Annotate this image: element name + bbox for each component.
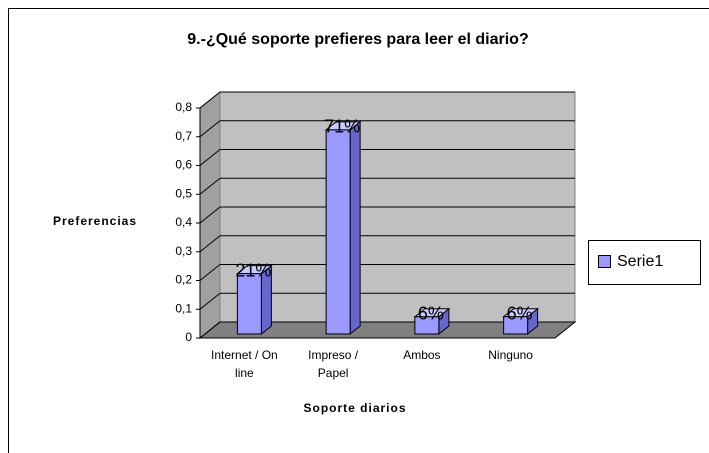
y-tick-label: 0,5: [175, 186, 192, 200]
x-tick-label: Ambos: [403, 348, 441, 362]
bar: [503, 316, 529, 335]
y-tick-label: 0,1: [175, 301, 192, 315]
y-tick-label: 0,2: [175, 273, 192, 287]
y-tick-label: 0,3: [175, 244, 192, 258]
y-tick-label: 0,6: [175, 158, 192, 172]
bar: [236, 273, 262, 335]
grid-line-side: [199, 321, 221, 339]
y-tick-label: 0,4: [175, 215, 192, 229]
data-label: 6%: [507, 304, 533, 324]
grid-line-side: [199, 177, 221, 195]
data-label: 71%: [324, 117, 360, 137]
data-label: 6%: [418, 304, 444, 324]
bar: [414, 316, 440, 335]
y-tick-label: 0,8: [175, 100, 192, 114]
grid-line-side: [199, 292, 221, 310]
grid-line-side: [199, 149, 221, 166]
legend-label: Serie1: [617, 253, 663, 270]
y-axis-label: Preferencias: [53, 214, 137, 228]
y-tick-label: 0: [185, 330, 192, 344]
x-axis-label: Soporte diarios: [303, 401, 406, 415]
grid-line-side: [199, 206, 221, 224]
y-tick-label: 0,7: [175, 129, 192, 143]
x-tick-label: Internet / On line: [211, 348, 278, 380]
grid-line-side: [199, 120, 221, 138]
chart-title: 9.-¿Qué soporte prefieres para leer el d…: [187, 31, 528, 48]
grid-line-side: [199, 91, 221, 109]
grid-line-side: [199, 264, 221, 281]
grid-line-side: [199, 235, 221, 253]
x-tick-label: Ninguno: [488, 348, 533, 362]
bar-side: [349, 120, 361, 336]
legend-swatch: [598, 255, 611, 268]
data-label: 21%: [235, 260, 271, 280]
x-tick-label: Impreso / Papel: [308, 348, 359, 380]
bar: [325, 129, 351, 335]
